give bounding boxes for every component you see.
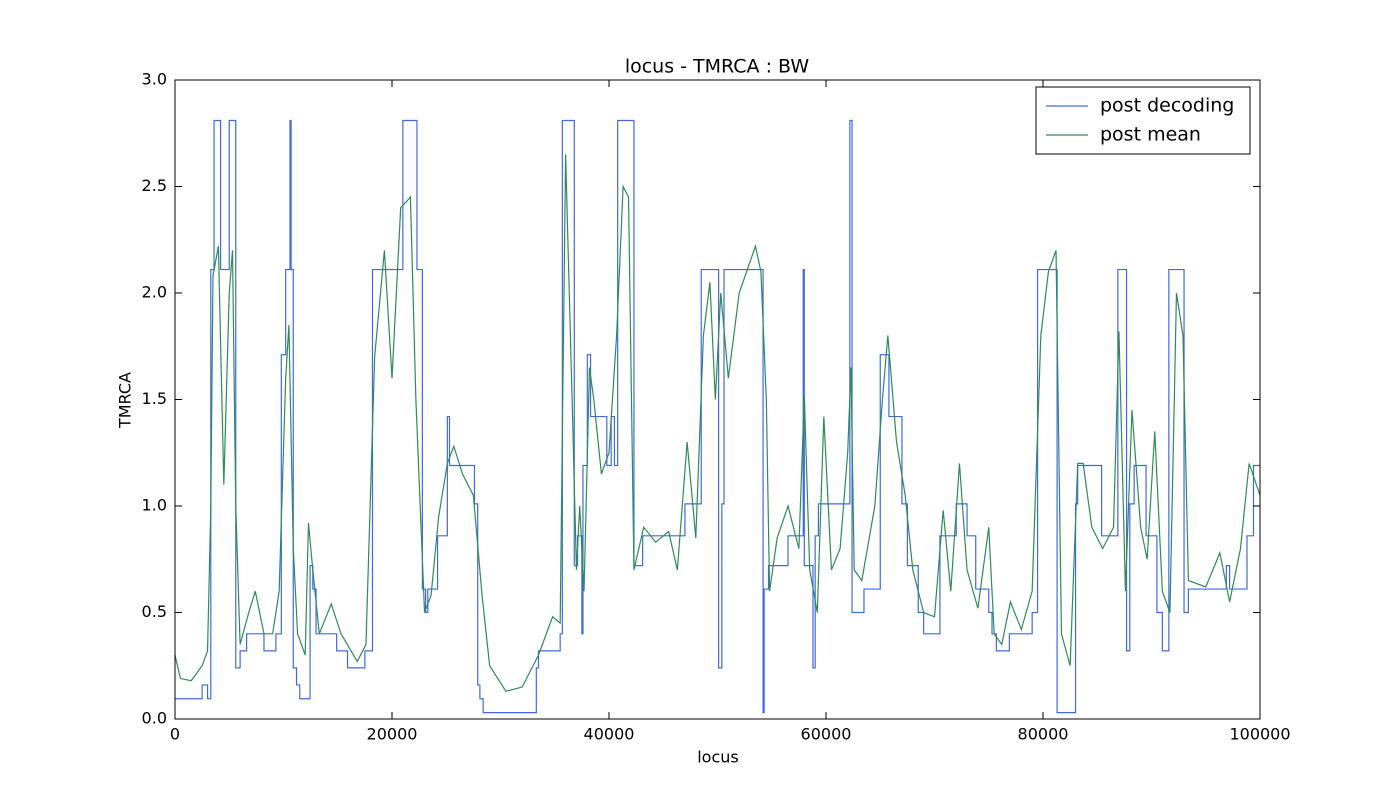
x-tick-label: 40000	[584, 725, 635, 744]
data-line	[174, 154, 1261, 693]
y-axis-label: TMRCA	[116, 372, 135, 429]
y-tick-label: 3.0	[142, 70, 167, 89]
data-line	[175, 119, 1260, 714]
x-tick-label: 60000	[801, 725, 852, 744]
legend-label: post decoding	[1100, 95, 1234, 117]
y-tick-label: 0.0	[142, 709, 167, 728]
x-tick-label: 20000	[367, 725, 418, 744]
y-tick-label: 0.5	[142, 602, 167, 621]
chart-title: locus - TMRCA : BW	[625, 56, 810, 78]
y-tick-label: 2.5	[142, 176, 167, 195]
x-axis-label: locus	[697, 748, 739, 767]
y-tick-label: 1.5	[142, 389, 167, 408]
legend-box	[1035, 86, 1251, 155]
y-tick-label: 2.0	[142, 283, 167, 302]
x-tick-label: 100000	[1229, 725, 1290, 744]
legend-label: post mean	[1100, 124, 1201, 146]
x-tick-label: 0	[170, 725, 180, 744]
y-tick-label: 1.0	[142, 496, 167, 515]
x-tick-label: 80000	[1018, 725, 1069, 744]
